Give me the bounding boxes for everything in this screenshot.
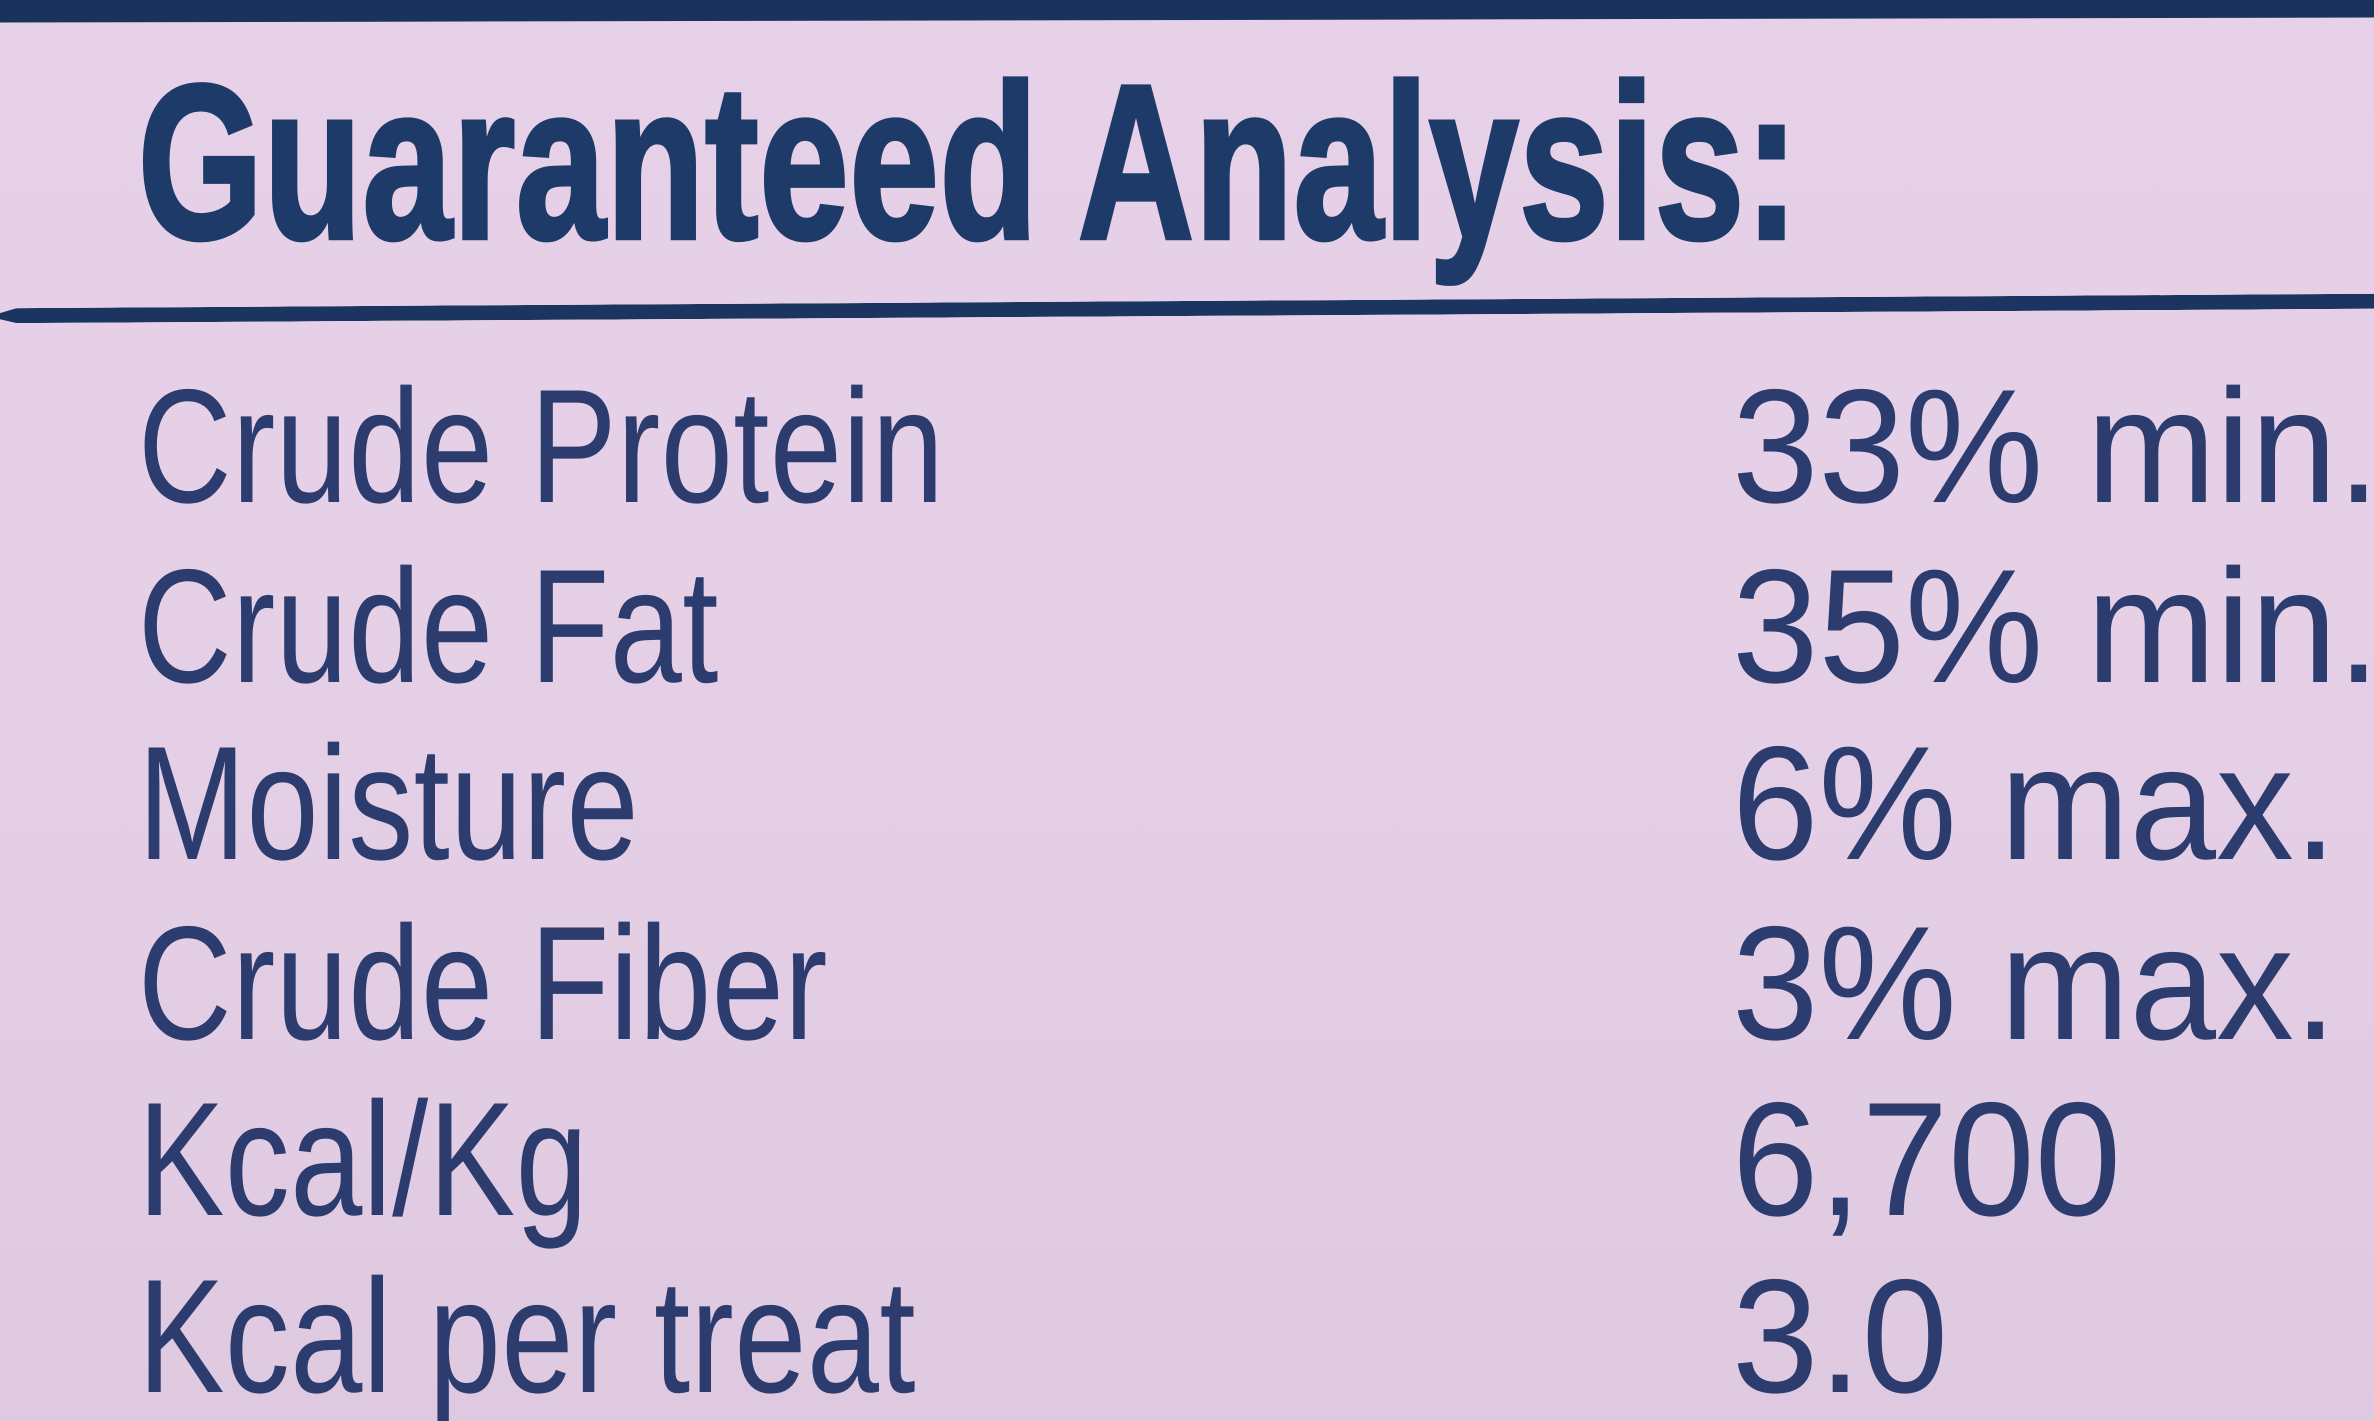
nutrient-value: 3% max. xyxy=(1732,893,2337,1074)
nutrient-name: Crude Fiber xyxy=(138,893,828,1074)
nutrient-value: 6% max. xyxy=(1732,713,2337,894)
nutrient-value: 33% min. xyxy=(1732,356,2374,537)
heading-divider-rule xyxy=(0,294,2374,324)
nutrient-value: 3.0 xyxy=(1732,1246,1949,1421)
top-navy-bar xyxy=(0,0,2374,23)
analysis-row: Kcal per treat 3.0 xyxy=(0,1256,2374,1421)
analysis-row: Moisture 6% max. xyxy=(0,723,2374,903)
nutrient-name: Kcal per treat xyxy=(138,1246,917,1421)
section-title: Guaranteed Analysis: xyxy=(136,39,1800,285)
nutrient-name: Moisture xyxy=(138,713,640,894)
analysis-row: Crude Fiber 3% max. xyxy=(0,903,2374,1083)
nutrient-value: 6,700 xyxy=(1732,1069,2122,1250)
nutrient-name: Kcal/Kg xyxy=(138,1069,589,1250)
nutrient-name: Crude Fat xyxy=(138,536,719,717)
analysis-row: Crude Fat 35% min. xyxy=(0,546,2374,726)
analysis-row: Crude Protein 33% min. xyxy=(0,366,2374,546)
nutrient-name: Crude Protein xyxy=(138,356,945,537)
analysis-row: Kcal/Kg 6,700 xyxy=(0,1079,2374,1259)
nutrient-value: 35% min. xyxy=(1732,536,2374,717)
